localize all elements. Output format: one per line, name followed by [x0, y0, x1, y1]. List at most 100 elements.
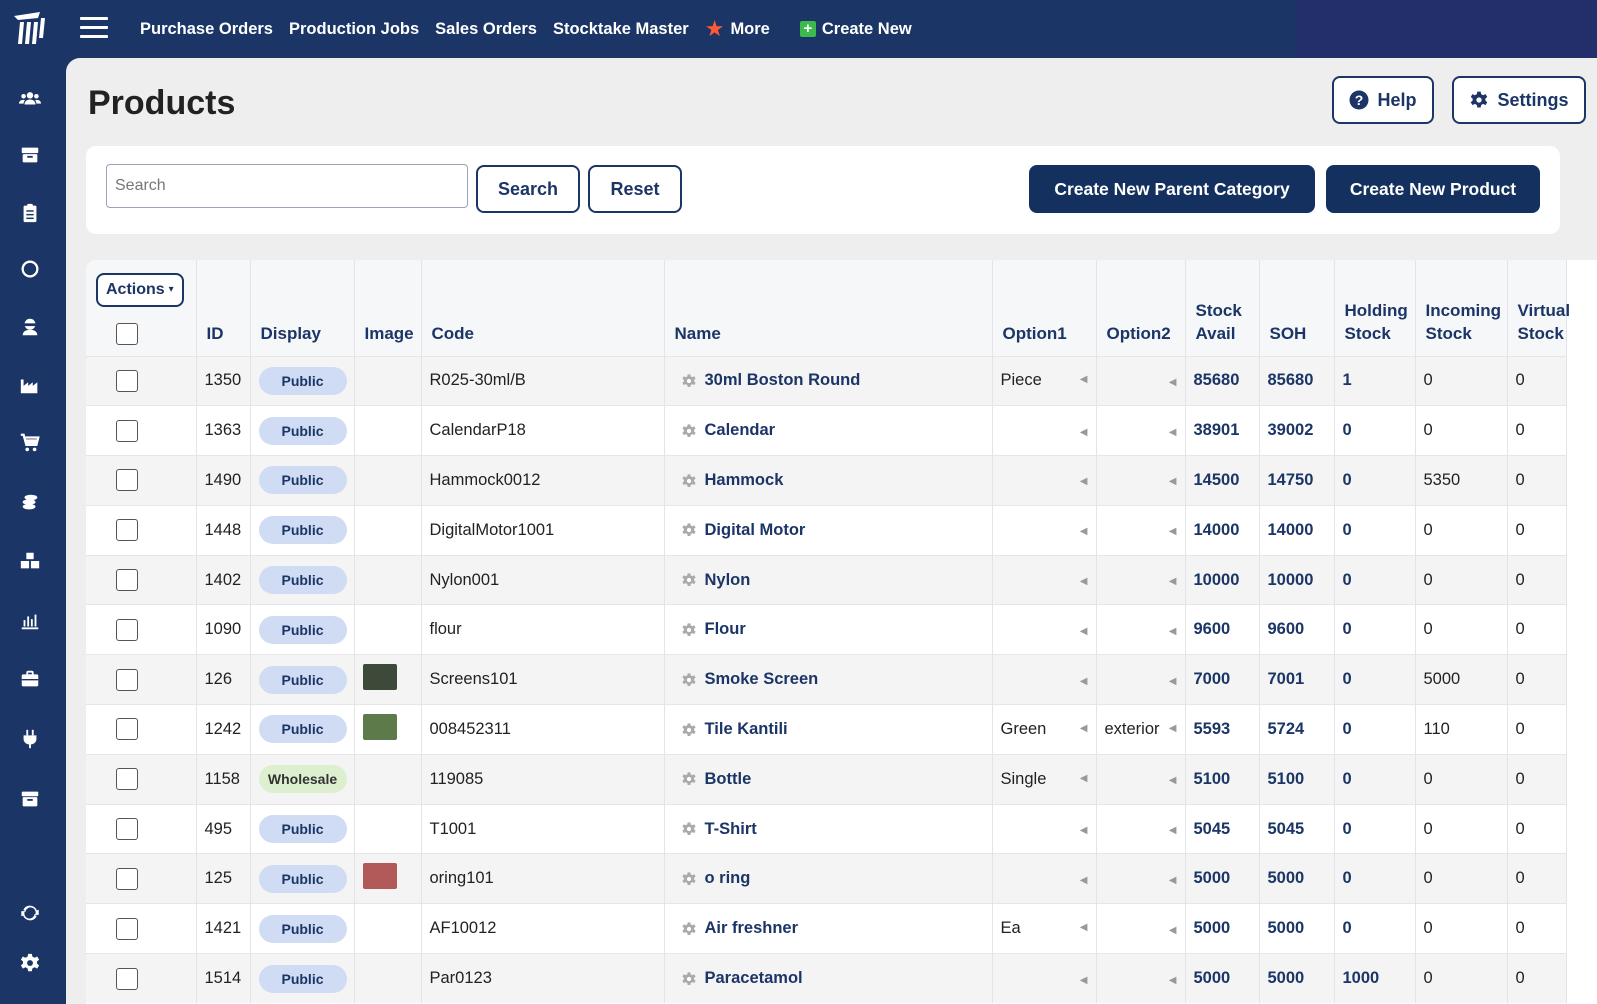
gear-icon[interactable] [681, 971, 697, 987]
plug-icon[interactable] [17, 726, 43, 752]
row-checkbox[interactable] [116, 369, 138, 392]
row-checkbox[interactable] [116, 419, 138, 442]
product-name-link[interactable]: Nylon [704, 570, 751, 589]
header-option2[interactable]: Option2 [1096, 260, 1186, 356]
cell-option2[interactable]: ◀ [1096, 554, 1186, 605]
product-name-link[interactable]: Digital Motor [704, 520, 806, 539]
cell-option1[interactable]: Single ◀ [992, 753, 1097, 805]
create-parent-category-button[interactable]: Create New Parent Category [1029, 165, 1315, 213]
soh-link[interactable]: 7001 [1267, 670, 1305, 689]
search-input[interactable] [106, 164, 468, 208]
stock-avail-link[interactable]: 9600 [1193, 620, 1231, 639]
soh-link[interactable]: 5000 [1267, 869, 1305, 888]
row-checkbox[interactable] [116, 668, 138, 691]
gear-icon[interactable] [681, 921, 697, 937]
cell-option1[interactable]: ◀ [992, 853, 1097, 904]
row-checkbox[interactable] [116, 569, 138, 592]
stock-avail-link[interactable]: 5045 [1193, 819, 1231, 838]
table-row[interactable]: 1448 Public DigitalMotor1001 Digital Motor ◀… [86, 504, 1567, 556]
cell-option2[interactable]: ◀ [1096, 455, 1186, 506]
soh-link[interactable]: 14000 [1267, 520, 1314, 539]
gear-icon[interactable] [681, 672, 697, 688]
table-row[interactable]: 1363 Public CalendarP18 Calendar ◀ ◀ 38901 3900… [86, 405, 1567, 456]
holding-stock-link[interactable]: 0 [1342, 421, 1352, 440]
cell-option2[interactable]: ◀ [1096, 903, 1186, 954]
gear-icon[interactable] [681, 373, 697, 389]
table-row[interactable]: 126 Public Screens101 Smoke Screen ◀ ◀ 7000 700… [86, 654, 1567, 705]
cell-option1[interactable]: ◀ [992, 455, 1097, 506]
header-code[interactable]: Code [421, 260, 665, 356]
sync-icon[interactable] [17, 900, 43, 926]
product-name-link[interactable]: Bottle [704, 769, 752, 788]
soh-link[interactable]: 5000 [1267, 969, 1305, 988]
product-name-link[interactable]: T-Shirt [704, 819, 757, 838]
cell-option2[interactable]: ◀ [1096, 803, 1186, 854]
table-row[interactable]: 1090 Public flour Flour ◀ ◀ 9600 9600 0 0 0 [86, 604, 1567, 655]
stock-avail-link[interactable]: 38901 [1193, 421, 1240, 440]
header-option1[interactable]: Option1 [992, 260, 1097, 356]
holding-stock-link[interactable]: 1 [1342, 371, 1352, 390]
cell-option1[interactable]: Green ◀ [992, 704, 1097, 755]
product-name-link[interactable]: Tile Kantili [704, 719, 788, 738]
cell-option2[interactable]: ◀ [1096, 504, 1186, 556]
gear-icon[interactable] [681, 821, 697, 837]
cell-option2[interactable]: ◀ [1096, 604, 1186, 655]
soh-link[interactable]: 85680 [1267, 371, 1314, 390]
cell-option1[interactable]: Piece ◀ [992, 355, 1097, 406]
gear-icon[interactable] [681, 572, 697, 588]
table-row[interactable]: 1350 Public R025-30ml/B 30ml Boston Round Pi… [86, 355, 1567, 406]
header-name[interactable]: Name [664, 260, 993, 356]
product-name-link[interactable]: 30ml Boston Round [704, 371, 861, 390]
product-name-link[interactable]: Hammock [704, 470, 784, 489]
row-checkbox[interactable] [116, 618, 138, 641]
header-holding-stock[interactable]: Holding Stock [1334, 260, 1416, 356]
product-name-link[interactable]: o ring [704, 869, 751, 888]
row-checkbox[interactable] [116, 818, 138, 841]
cell-option1[interactable]: ◀ [992, 504, 1097, 556]
cell-option2[interactable]: ◀ [1096, 953, 1186, 1004]
stock-avail-link[interactable]: 5000 [1193, 919, 1231, 938]
soh-link[interactable]: 5045 [1267, 819, 1305, 838]
box-icon[interactable] [17, 142, 43, 168]
product-name-link[interactable]: Paracetamol [704, 969, 803, 988]
row-checkbox[interactable] [116, 967, 138, 990]
soh-link[interactable]: 5000 [1267, 919, 1305, 938]
create-product-button[interactable]: Create New Product [1326, 165, 1540, 213]
cell-option1[interactable]: ◀ [992, 554, 1097, 605]
header-id[interactable]: ID [196, 260, 251, 356]
soh-link[interactable]: 14750 [1267, 470, 1314, 489]
holding-stock-link[interactable]: 0 [1342, 470, 1352, 489]
gear-icon[interactable] [681, 722, 697, 738]
table-row[interactable]: 1490 Public Hammock0012 Hammock ◀ ◀ 14500 14750… [86, 455, 1567, 506]
cell-option1[interactable]: ◀ [992, 405, 1097, 456]
gear-icon[interactable] [681, 871, 697, 887]
table-row[interactable]: 125 Public oring101 o ring ◀ ◀ 5000 5000 0 0 0 [86, 853, 1567, 904]
stock-avail-link[interactable]: 7000 [1193, 670, 1231, 689]
product-image-thumb[interactable] [362, 713, 397, 740]
factory-icon[interactable] [17, 372, 43, 398]
help-button[interactable]: ? Help [1332, 76, 1434, 124]
table-row[interactable]: 1421 Public AF10012 Air freshner Ea ◀ ◀ 5000 500… [86, 903, 1567, 954]
stock-avail-link[interactable]: 5100 [1193, 769, 1231, 788]
nav-stocktake-master[interactable]: Stocktake Master [552, 19, 689, 38]
row-checkbox[interactable] [116, 917, 138, 940]
cell-option2[interactable]: ◀ [1096, 753, 1186, 805]
holding-stock-link[interactable]: 0 [1342, 819, 1352, 838]
holding-stock-link[interactable]: 0 [1342, 919, 1352, 938]
reset-button[interactable]: Reset [588, 165, 682, 213]
holding-stock-link[interactable]: 0 [1342, 769, 1352, 788]
stock-avail-link[interactable]: 14500 [1193, 470, 1240, 489]
header-incoming-stock[interactable]: Incoming Stock [1415, 260, 1508, 356]
table-row[interactable]: 1402 Public Nylon001 Nylon ◀ ◀ 10000 10000 0 0 0 [86, 554, 1567, 605]
row-checkbox[interactable] [116, 519, 138, 542]
gear-icon[interactable] [681, 473, 697, 489]
stock-avail-link[interactable]: 5593 [1193, 719, 1231, 738]
cell-option2[interactable]: exterior ◀ [1096, 704, 1186, 755]
nav-create-new[interactable]: + Create New [799, 20, 912, 39]
cell-option1[interactable]: ◀ [992, 953, 1097, 1004]
soh-link[interactable]: 10000 [1267, 570, 1314, 589]
nav-purchase-orders[interactable]: Purchase Orders [140, 19, 273, 38]
nav-sales-orders[interactable]: Sales Orders [435, 19, 537, 38]
cell-option2[interactable]: ◀ [1096, 654, 1186, 705]
row-checkbox[interactable] [116, 469, 138, 492]
